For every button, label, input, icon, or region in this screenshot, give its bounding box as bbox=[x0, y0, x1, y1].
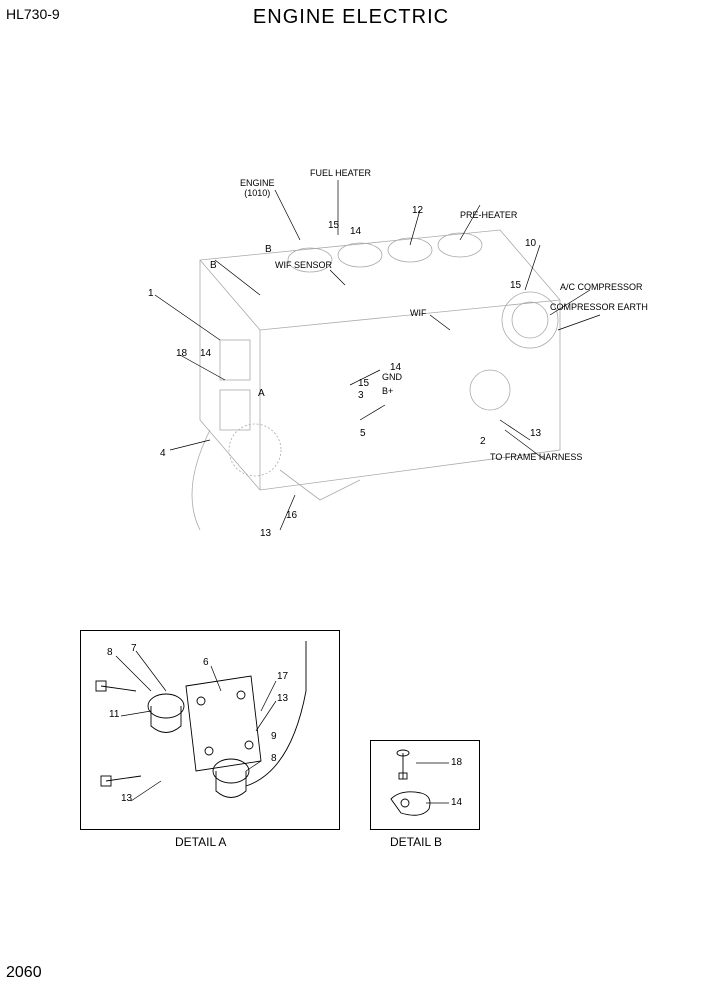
model-code: HL730-9 bbox=[6, 6, 60, 22]
label-engine-ref: ENGINE (1010) bbox=[240, 178, 275, 198]
label-b1: B bbox=[265, 244, 272, 255]
num-2: 2 bbox=[480, 436, 486, 447]
num-5: 5 bbox=[360, 428, 366, 439]
num-17-da: 17 bbox=[277, 671, 288, 682]
label-compressor-earth: COMPRESSOR EARTH bbox=[550, 302, 648, 312]
num-8-da: 8 bbox=[107, 647, 113, 658]
detail-a-box: 8 7 11 6 17 13 9 8 13 bbox=[80, 630, 340, 830]
num-14b: 14 bbox=[200, 348, 211, 359]
label-gnd: GND bbox=[382, 372, 402, 382]
detail-b-box: 18 14 bbox=[370, 740, 480, 830]
label-b-plus: B+ bbox=[382, 386, 393, 396]
num-14-db: 14 bbox=[451, 797, 462, 808]
num-18: 18 bbox=[176, 348, 187, 359]
page-title: ENGINE ELECTRIC bbox=[253, 6, 449, 29]
num-13b: 13 bbox=[260, 528, 271, 539]
detail-b-svg bbox=[371, 741, 481, 831]
label-pre-heater: PRE-HEATER bbox=[460, 210, 517, 220]
detail-area: 8 7 11 6 17 13 9 8 13 DETAIL A 18 bbox=[80, 630, 620, 870]
page-number: 2060 bbox=[6, 964, 42, 982]
engine-svg bbox=[60, 130, 660, 570]
label-fuel-heater: FUEL HEATER bbox=[310, 168, 371, 178]
num-16: 16 bbox=[286, 510, 297, 521]
num-6-da: 6 bbox=[203, 657, 209, 668]
label-to-frame-harness: TO FRAME HARNESS bbox=[490, 452, 582, 462]
num-18-db: 18 bbox=[451, 757, 462, 768]
num-14c: 14 bbox=[390, 362, 401, 373]
num-12: 12 bbox=[412, 205, 423, 216]
detail-a-label: DETAIL A bbox=[175, 835, 226, 849]
num-13a: 13 bbox=[530, 428, 541, 439]
label-a: A bbox=[258, 388, 265, 399]
num-13-da: 13 bbox=[277, 693, 288, 704]
num-11-da: 11 bbox=[109, 709, 119, 720]
num-15b: 15 bbox=[510, 280, 521, 291]
main-diagram: FUEL HEATER ENGINE (1010) PRE-HEATER WIF… bbox=[60, 130, 660, 570]
num-8-da2: 8 bbox=[271, 753, 277, 764]
label-b2: B bbox=[210, 260, 217, 271]
num-13-da2: 13 bbox=[121, 793, 132, 804]
num-7-da: 7 bbox=[131, 643, 137, 654]
label-wif-sensor: WIF SENSOR bbox=[275, 260, 332, 270]
num-9-da: 9 bbox=[271, 731, 277, 742]
num-3: 3 bbox=[358, 390, 364, 401]
num-4: 4 bbox=[160, 448, 166, 459]
label-ac-compressor: A/C COMPRESSOR bbox=[560, 282, 643, 292]
num-15a: 15 bbox=[328, 220, 339, 231]
detail-b-label: DETAIL B bbox=[390, 835, 442, 849]
detail-a-svg bbox=[81, 631, 341, 831]
num-14a: 14 bbox=[350, 226, 361, 237]
num-10: 10 bbox=[525, 238, 536, 249]
num-15c: 15 bbox=[358, 378, 369, 389]
num-1: 1 bbox=[148, 288, 154, 299]
label-wif: WIF bbox=[410, 308, 427, 318]
